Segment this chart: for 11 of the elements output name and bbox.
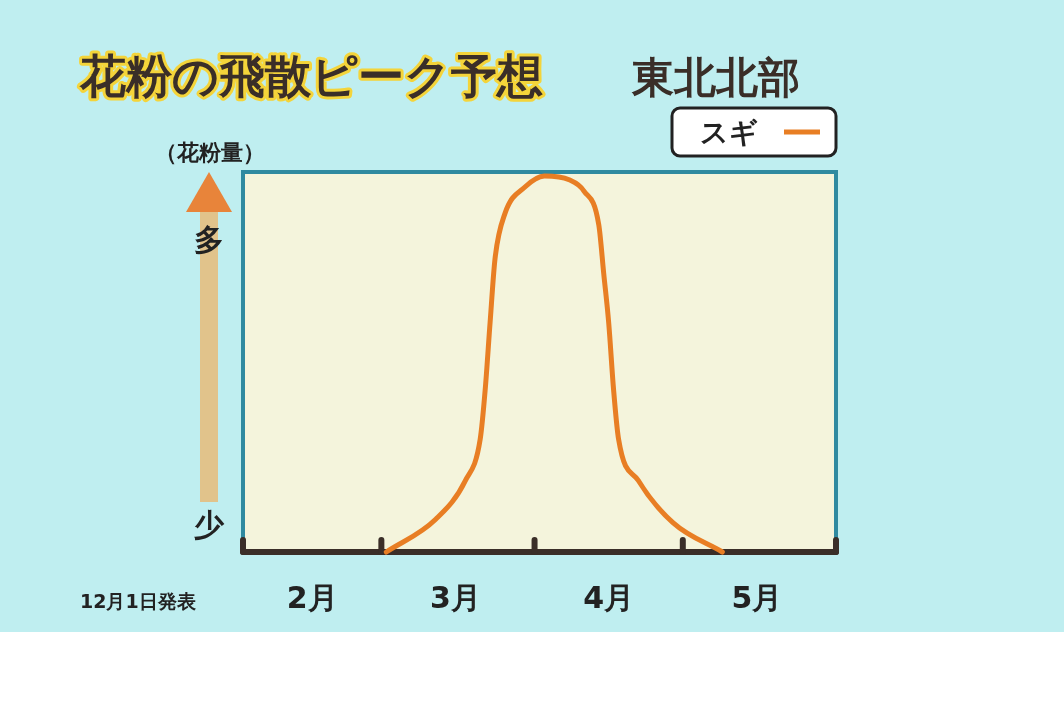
text: 少	[194, 507, 225, 542]
x-tick-label: 4月	[583, 580, 635, 615]
text: 12月1日発表	[80, 590, 197, 612]
chart-title: 花粉の飛散ピーク予想	[79, 49, 543, 103]
legend-label: スギ	[700, 116, 758, 149]
text: 多	[194, 222, 224, 257]
x-tick-label: 2月	[286, 580, 338, 615]
x-tick-label: 5月	[731, 580, 783, 615]
y-axis-title: （花粉量）	[155, 140, 265, 165]
chart-subtitle: 東北北部	[631, 53, 800, 102]
x-tick-label: 3月	[430, 580, 481, 615]
